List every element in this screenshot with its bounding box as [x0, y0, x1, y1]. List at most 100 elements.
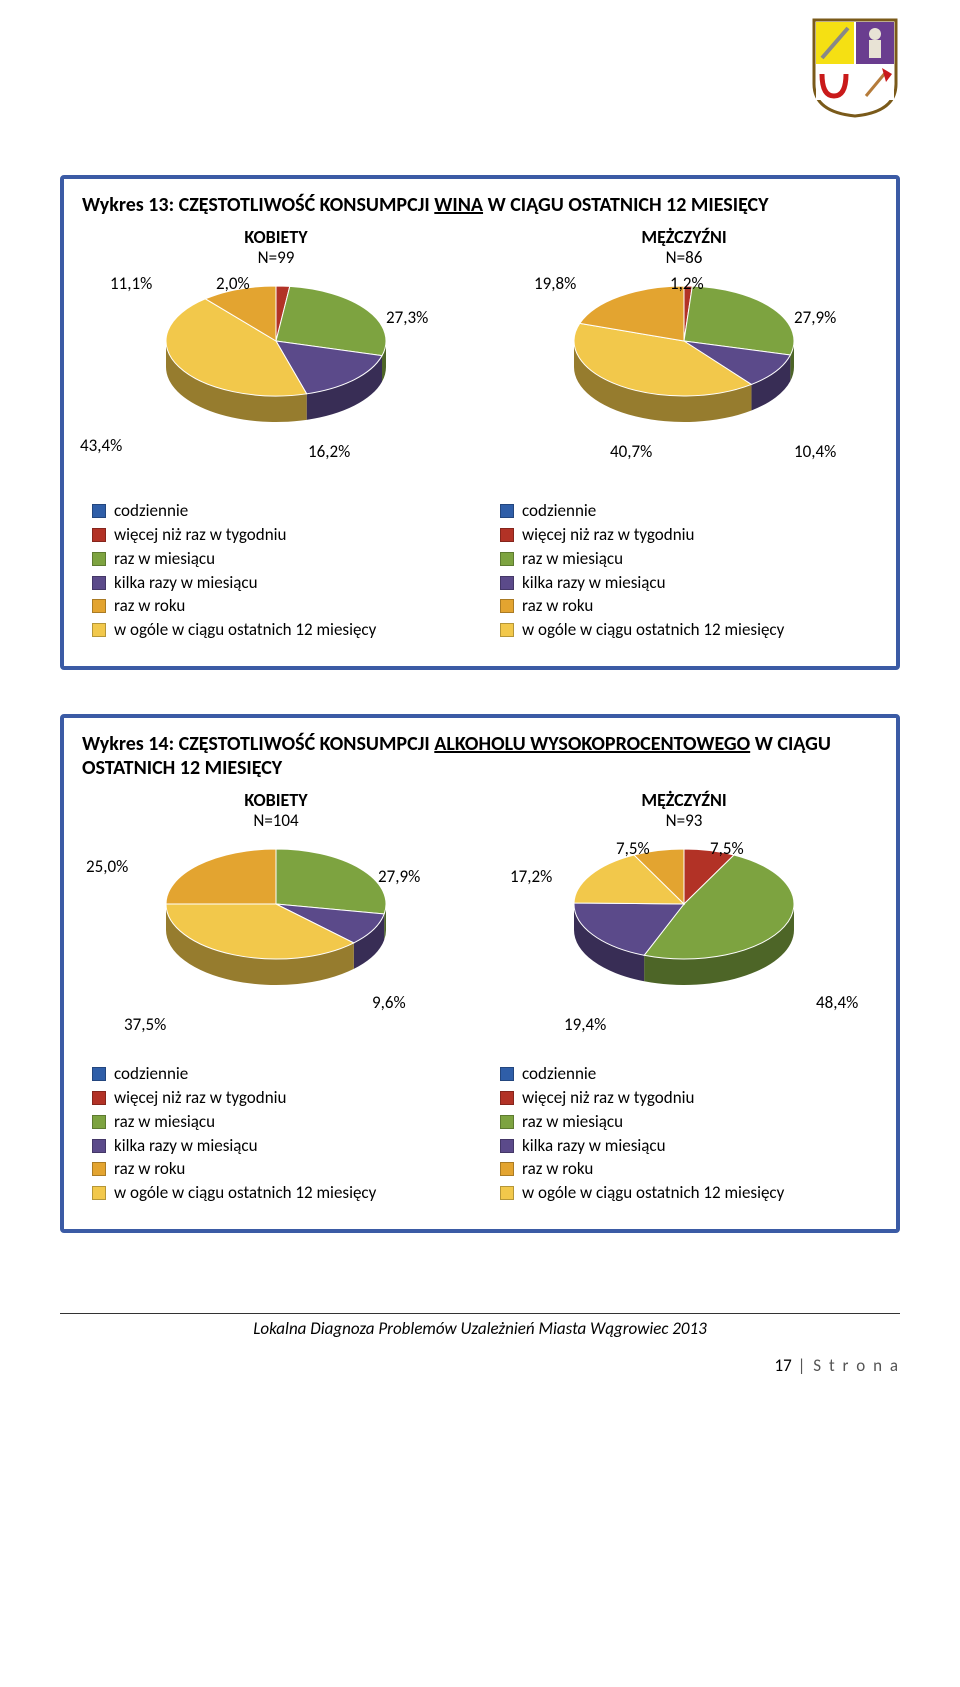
pie-pct-label: 48,4% — [816, 992, 858, 1013]
page-number-value: 17 — [775, 1355, 792, 1376]
chart-14-left-header: KOBIETY — [244, 790, 307, 811]
legend-item: codziennie — [500, 499, 878, 523]
legend-swatch — [500, 1186, 514, 1200]
pie-pct-label: 7,5% — [710, 838, 744, 859]
chart-14-box: Wykres 14: CZĘSTOTLIWOŚĆ KONSUMPCJI ALKO… — [60, 714, 900, 1233]
legend-item: w ogóle w ciągu ostatnich 12 miesięcy — [92, 618, 470, 642]
legend-label: codziennie — [522, 499, 596, 523]
legend-swatch — [92, 599, 106, 613]
legend-label: raz w miesiącu — [114, 547, 215, 571]
chart-13-right-legend: codzienniewięcej niż raz w tygodniuraz w… — [490, 499, 878, 642]
chart-13-right-sub: N=86 — [641, 248, 726, 268]
legend-swatch — [92, 1091, 106, 1105]
legend-swatch — [92, 1162, 106, 1176]
chart-13-left-col: KOBIETY N=99 11,1%2,0%27,3%16,2%43,4% — [82, 227, 470, 471]
legend-label: kilka razy w miesiącu — [114, 571, 258, 595]
pie-pct-label: 40,7% — [610, 441, 652, 462]
legend-item: raz w roku — [92, 594, 470, 618]
chart-13-title-underline: WINA — [434, 193, 483, 217]
legend-swatch — [500, 1091, 514, 1105]
legend-swatch — [500, 1067, 514, 1081]
legend-swatch — [92, 528, 106, 542]
chart-14-right-header: MĘŻCZYŹNI — [641, 790, 726, 811]
legend-item: codziennie — [92, 499, 470, 523]
legend-item: więcej niż raz w tygodniu — [500, 523, 878, 547]
legend-label: raz w roku — [522, 594, 593, 618]
legend-label: raz w roku — [114, 1157, 185, 1181]
page-number-word: S t r o n a — [813, 1355, 900, 1376]
legend-swatch — [500, 1139, 514, 1153]
legend-swatch — [500, 1115, 514, 1129]
legend-item: raz w roku — [500, 594, 878, 618]
legend-swatch — [92, 623, 106, 637]
legend-item: w ogóle w ciągu ostatnich 12 miesięcy — [500, 618, 878, 642]
page-number: 17 | S t r o n a — [60, 1355, 900, 1376]
legend-swatch — [92, 552, 106, 566]
chart-14-right-sub: N=93 — [641, 811, 726, 831]
footer-text: Lokalna Diagnoza Problemów Uzależnień Mi… — [60, 1313, 900, 1339]
legend-swatch — [500, 623, 514, 637]
legend-item: codziennie — [500, 1062, 878, 1086]
pie-pct-label: 37,5% — [124, 1014, 166, 1035]
legend-swatch — [92, 1139, 106, 1153]
chart-14-left-sub: N=104 — [244, 811, 307, 831]
pie-pct-label: 2,0% — [216, 273, 250, 294]
legend-item: w ogóle w ciągu ostatnich 12 miesięcy — [92, 1181, 470, 1205]
legend-label: w ogóle w ciągu ostatnich 12 miesięcy — [114, 618, 376, 642]
pie-pct-label: 16,2% — [308, 441, 350, 462]
pie-pct-label: 25,0% — [86, 856, 128, 877]
legend-label: więcej niż raz w tygodniu — [522, 523, 694, 547]
legend-label: więcej niż raz w tygodniu — [114, 523, 286, 547]
pie-pct-label: 27,3% — [386, 307, 428, 328]
legend-label: w ogóle w ciągu ostatnich 12 miesięcy — [522, 1181, 784, 1205]
chart-14-right-pie: 7,5%7,5%17,2%48,4%19,4% — [524, 834, 844, 1034]
legend-label: codziennie — [114, 1062, 188, 1086]
chart-14-title-prefix: Wykres 14: CZĘSTOTLIWOŚĆ KONSUMPCJI — [82, 732, 434, 756]
legend-swatch — [500, 576, 514, 590]
legend-item: raz w miesiącu — [500, 547, 878, 571]
legend-label: raz w miesiącu — [522, 547, 623, 571]
pie-pct-label: 27,9% — [794, 307, 836, 328]
pie-pct-label: 1,2% — [670, 273, 704, 294]
legend-swatch — [92, 1115, 106, 1129]
legend-label: codziennie — [114, 499, 188, 523]
legend-label: raz w miesiącu — [114, 1110, 215, 1134]
legend-swatch — [500, 599, 514, 613]
legend-swatch — [92, 576, 106, 590]
legend-item: więcej niż raz w tygodniu — [92, 523, 470, 547]
pie-pct-label: 19,4% — [564, 1014, 606, 1035]
legend-item: więcej niż raz w tygodniu — [92, 1086, 470, 1110]
legend-item: codziennie — [92, 1062, 470, 1086]
legend-label: w ogóle w ciągu ostatnich 12 miesięcy — [114, 1181, 376, 1205]
legend-item: raz w miesiącu — [92, 547, 470, 571]
legend-swatch — [500, 504, 514, 518]
chart-14-left-pie: 25,0%27,9%9,6%37,5% — [116, 834, 436, 1034]
legend-item: w ogóle w ciągu ostatnich 12 miesięcy — [500, 1181, 878, 1205]
chart-14-right-legend: codzienniewięcej niż raz w tygodniuraz w… — [490, 1062, 878, 1205]
legend-swatch — [500, 528, 514, 542]
legend-item: raz w miesiącu — [92, 1110, 470, 1134]
legend-item: kilka razy w miesiącu — [92, 1134, 470, 1158]
chart-14-left-legend: codzienniewięcej niż raz w tygodniuraz w… — [82, 1062, 470, 1205]
legend-label: więcej niż raz w tygodniu — [522, 1086, 694, 1110]
pie-pct-label: 10,4% — [794, 441, 836, 462]
pie-pct-label: 11,1% — [110, 273, 152, 294]
legend-swatch — [500, 552, 514, 566]
pie-pct-label: 43,4% — [80, 435, 122, 456]
legend-label: w ogóle w ciągu ostatnich 12 miesięcy — [522, 618, 784, 642]
chart-13-right-header: MĘŻCZYŹNI — [641, 227, 726, 248]
chart-14-title: Wykres 14: CZĘSTOTLIWOŚĆ KONSUMPCJI ALKO… — [82, 732, 878, 780]
chart-13-title-suffix: W CIĄGU OSTATNICH 12 MIESIĘCY — [483, 193, 768, 217]
legend-swatch — [92, 1186, 106, 1200]
chart-13-right-col: MĘŻCZYŹNI N=86 19,8%1,2%27,9%10,4%40,7% — [490, 227, 878, 471]
legend-label: raz w miesiącu — [522, 1110, 623, 1134]
chart-14-title-underline: ALKOHOLU WYSOKOPROCENTOWEGO — [434, 732, 750, 756]
legend-swatch — [500, 1162, 514, 1176]
legend-label: kilka razy w miesiącu — [114, 1134, 258, 1158]
chart-13-left-pie: 11,1%2,0%27,3%16,2%43,4% — [116, 271, 436, 471]
legend-item: raz w roku — [92, 1157, 470, 1181]
pie-pct-label: 27,9% — [378, 866, 420, 887]
legend-label: raz w roku — [114, 594, 185, 618]
legend-label: kilka razy w miesiącu — [522, 571, 666, 595]
legend-label: kilka razy w miesiącu — [522, 1134, 666, 1158]
